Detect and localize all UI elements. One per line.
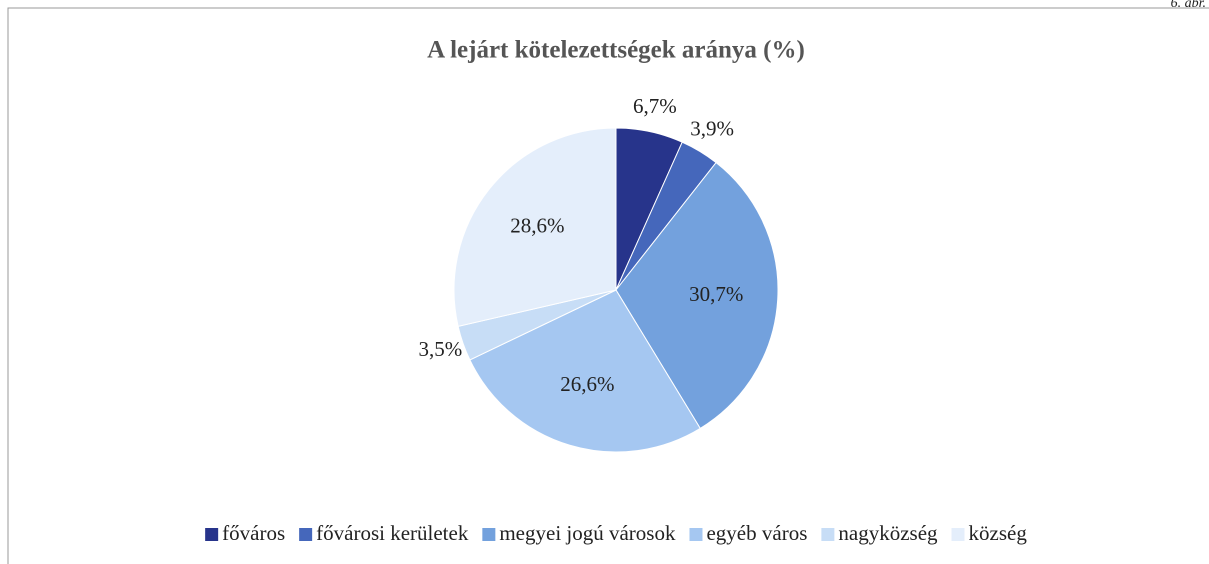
chart-title: A lejárt kötelezettségek aránya (%) — [427, 37, 805, 64]
legend-label: fővárosi kerületek — [316, 521, 469, 545]
legend-swatch — [821, 528, 835, 541]
legend-label: egyéb város — [706, 521, 807, 545]
legend-swatch — [689, 528, 703, 541]
figure-note: 6. ábr. — [1171, 0, 1206, 11]
data-label: 3,5% — [419, 337, 463, 361]
legend-label: megyei jogú városok — [499, 521, 676, 545]
legend-label: nagyközség — [838, 521, 938, 545]
pie-slice — [453, 127, 617, 327]
frame — [7, 7, 1209, 564]
legend-swatch — [951, 528, 965, 541]
data-label: 6,7% — [633, 94, 677, 118]
data-label: 3,9% — [690, 117, 734, 141]
pie-slice — [469, 289, 701, 453]
legend-swatch — [299, 528, 313, 541]
legend-label: község — [969, 521, 1028, 545]
legend-swatch — [205, 528, 219, 541]
legend-swatch — [482, 528, 496, 541]
data-label: 30,7% — [689, 282, 743, 306]
data-label: 26,6% — [560, 372, 614, 396]
data-label: 28,6% — [510, 213, 564, 237]
legend-label: főváros — [222, 521, 285, 545]
pie-slice — [615, 161, 779, 430]
